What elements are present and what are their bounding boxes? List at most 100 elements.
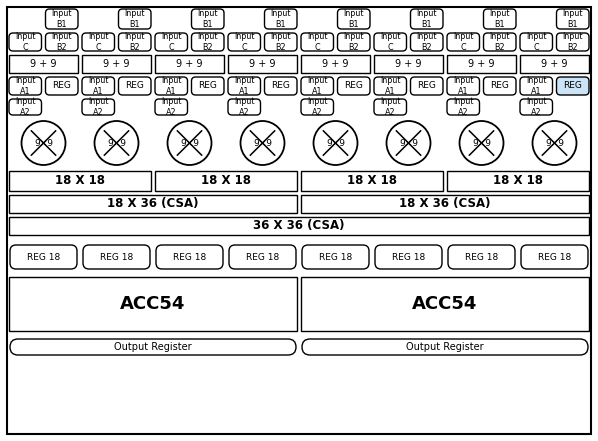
Text: ACC54: ACC54: [412, 295, 478, 313]
FancyBboxPatch shape: [264, 77, 297, 95]
Text: REG 18: REG 18: [100, 253, 133, 262]
Bar: [447, 171, 589, 191]
Bar: [228, 55, 297, 73]
Text: 9 + 9: 9 + 9: [541, 59, 568, 69]
Bar: [82, 55, 151, 73]
FancyBboxPatch shape: [45, 9, 78, 29]
Bar: [155, 55, 224, 73]
Text: Input
A1: Input A1: [307, 76, 328, 96]
FancyBboxPatch shape: [447, 99, 480, 115]
Text: Input
A2: Input A2: [88, 97, 108, 117]
FancyBboxPatch shape: [155, 33, 188, 51]
Text: 18 X 18: 18 X 18: [347, 175, 397, 187]
FancyBboxPatch shape: [118, 77, 151, 95]
Text: Input
A1: Input A1: [526, 76, 547, 96]
Bar: [9, 217, 589, 235]
Text: Output Register: Output Register: [406, 342, 484, 352]
Text: Input
A2: Input A2: [15, 97, 35, 117]
Text: Input
A1: Input A1: [161, 76, 182, 96]
Text: Input
A1: Input A1: [234, 76, 255, 96]
Text: REG: REG: [271, 82, 290, 90]
FancyBboxPatch shape: [264, 9, 297, 29]
Text: Input
B2: Input B2: [343, 32, 364, 52]
Text: 9 + 9: 9 + 9: [249, 59, 276, 69]
Text: 18 X 36 (CSA): 18 X 36 (CSA): [107, 198, 199, 210]
Text: Input
B1: Input B1: [563, 9, 583, 29]
FancyBboxPatch shape: [191, 77, 224, 95]
FancyBboxPatch shape: [228, 33, 261, 51]
Text: Input
A2: Input A2: [526, 97, 547, 117]
Bar: [9, 55, 78, 73]
FancyBboxPatch shape: [302, 245, 369, 269]
FancyBboxPatch shape: [301, 33, 334, 51]
Text: Input
B2: Input B2: [563, 32, 583, 52]
FancyBboxPatch shape: [374, 33, 407, 51]
Text: REG: REG: [417, 82, 436, 90]
Bar: [301, 55, 370, 73]
FancyBboxPatch shape: [45, 33, 78, 51]
Text: 18 X 36 (CSA): 18 X 36 (CSA): [399, 198, 491, 210]
FancyBboxPatch shape: [410, 9, 443, 29]
FancyBboxPatch shape: [374, 77, 407, 95]
Text: 18 X 18: 18 X 18: [493, 175, 543, 187]
Text: ACC54: ACC54: [120, 295, 186, 313]
FancyBboxPatch shape: [520, 33, 553, 51]
Text: REG 18: REG 18: [319, 253, 352, 262]
Bar: [447, 55, 516, 73]
Bar: [374, 55, 443, 73]
FancyBboxPatch shape: [228, 77, 261, 95]
FancyBboxPatch shape: [410, 33, 443, 51]
Text: Input
B1: Input B1: [416, 9, 437, 29]
FancyBboxPatch shape: [484, 9, 516, 29]
FancyBboxPatch shape: [229, 245, 296, 269]
FancyBboxPatch shape: [374, 99, 407, 115]
FancyBboxPatch shape: [83, 245, 150, 269]
Text: 9×9: 9×9: [34, 138, 53, 147]
Text: Input
B1: Input B1: [490, 9, 510, 29]
FancyBboxPatch shape: [9, 77, 41, 95]
Text: Input
B1: Input B1: [197, 9, 218, 29]
Text: Input
B2: Input B2: [51, 32, 72, 52]
Bar: [520, 55, 589, 73]
Text: 9×9: 9×9: [326, 138, 345, 147]
FancyBboxPatch shape: [82, 33, 114, 51]
Text: 9×9: 9×9: [545, 138, 564, 147]
FancyBboxPatch shape: [228, 99, 261, 115]
FancyBboxPatch shape: [521, 245, 588, 269]
Text: Input
A1: Input A1: [453, 76, 474, 96]
FancyBboxPatch shape: [447, 33, 480, 51]
Text: REG: REG: [52, 82, 71, 90]
FancyBboxPatch shape: [264, 33, 297, 51]
Text: Input
C: Input C: [234, 32, 255, 52]
Text: Input
A2: Input A2: [380, 97, 401, 117]
Text: Input
C: Input C: [453, 32, 474, 52]
Text: 9×9: 9×9: [107, 138, 126, 147]
Text: 9 + 9: 9 + 9: [395, 59, 422, 69]
Text: REG: REG: [563, 82, 582, 90]
FancyBboxPatch shape: [155, 99, 188, 115]
FancyBboxPatch shape: [118, 33, 151, 51]
FancyBboxPatch shape: [410, 77, 443, 95]
Text: Input
A2: Input A2: [234, 97, 255, 117]
FancyBboxPatch shape: [82, 99, 114, 115]
Text: Input
A1: Input A1: [15, 76, 35, 96]
FancyBboxPatch shape: [301, 77, 334, 95]
Bar: [301, 277, 589, 331]
FancyBboxPatch shape: [301, 99, 334, 115]
Text: 9 + 9: 9 + 9: [322, 59, 349, 69]
FancyBboxPatch shape: [191, 9, 224, 29]
FancyBboxPatch shape: [448, 245, 515, 269]
FancyBboxPatch shape: [155, 77, 188, 95]
Text: Input
C: Input C: [307, 32, 328, 52]
Bar: [9, 277, 297, 331]
Text: Input
A1: Input A1: [380, 76, 401, 96]
Text: REG 18: REG 18: [27, 253, 60, 262]
FancyBboxPatch shape: [10, 245, 77, 269]
FancyBboxPatch shape: [337, 77, 370, 95]
FancyBboxPatch shape: [557, 77, 589, 95]
FancyBboxPatch shape: [484, 77, 516, 95]
Text: 9×9: 9×9: [399, 138, 418, 147]
Text: Input
B2: Input B2: [416, 32, 437, 52]
Text: Input
A2: Input A2: [307, 97, 328, 117]
Text: REG 18: REG 18: [538, 253, 571, 262]
